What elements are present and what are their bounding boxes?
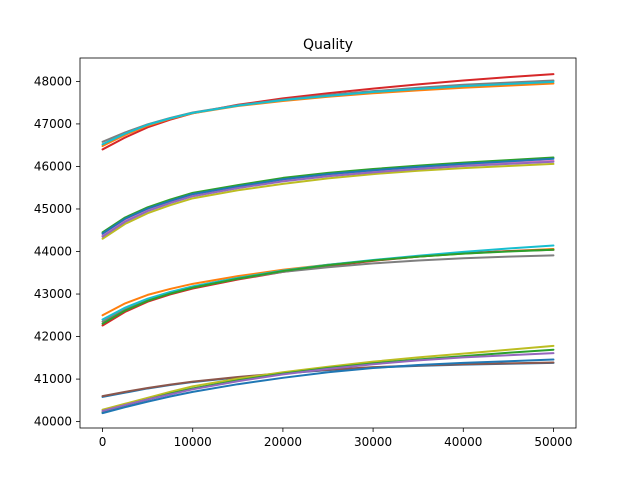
series-layer [101,73,555,415]
x-tick-label: 40000 [444,435,482,449]
x-tick-label: 20000 [264,435,302,449]
x-axis: 0 10000 20000 30000 40000 50000 [99,428,573,449]
y-axis: 40000 41000 42000 43000 44000 45000 46000 47000… [34,74,80,429]
series-line-11 [101,248,555,327]
y-tick-label: 41000 [34,372,72,386]
series-line-10 [101,247,555,317]
y-tick-label: 42000 [34,330,72,344]
x-tick-label: 30000 [354,435,392,449]
series-line-5 [101,156,555,234]
series-line-4 [101,80,555,146]
series-line-20 [101,358,555,415]
series-line-19 [101,352,555,412]
plot-frame [79,57,577,429]
y-tick-label: 47000 [34,117,72,131]
series-line-18 [101,348,555,414]
y-tick-label: 40000 [34,415,72,429]
y-tick-label: 46000 [34,159,72,173]
x-tick-label: 50000 [534,435,572,449]
x-tick-label: 10000 [174,435,212,449]
y-tick-label: 48000 [34,74,72,88]
series-line-6 [101,162,555,240]
series-line-8 [101,157,555,235]
series-line-9 [101,160,555,238]
series-line-14 [101,248,555,325]
series-line-17 [101,344,555,411]
chart-title: Quality [303,37,353,53]
x-tick-label: 0 [99,435,107,449]
y-tick-label: 45000 [34,202,72,216]
series-line-1 [101,73,555,151]
series-line-2 [101,79,555,143]
y-tick-label: 44000 [34,245,72,259]
y-tick-label: 43000 [34,287,72,301]
